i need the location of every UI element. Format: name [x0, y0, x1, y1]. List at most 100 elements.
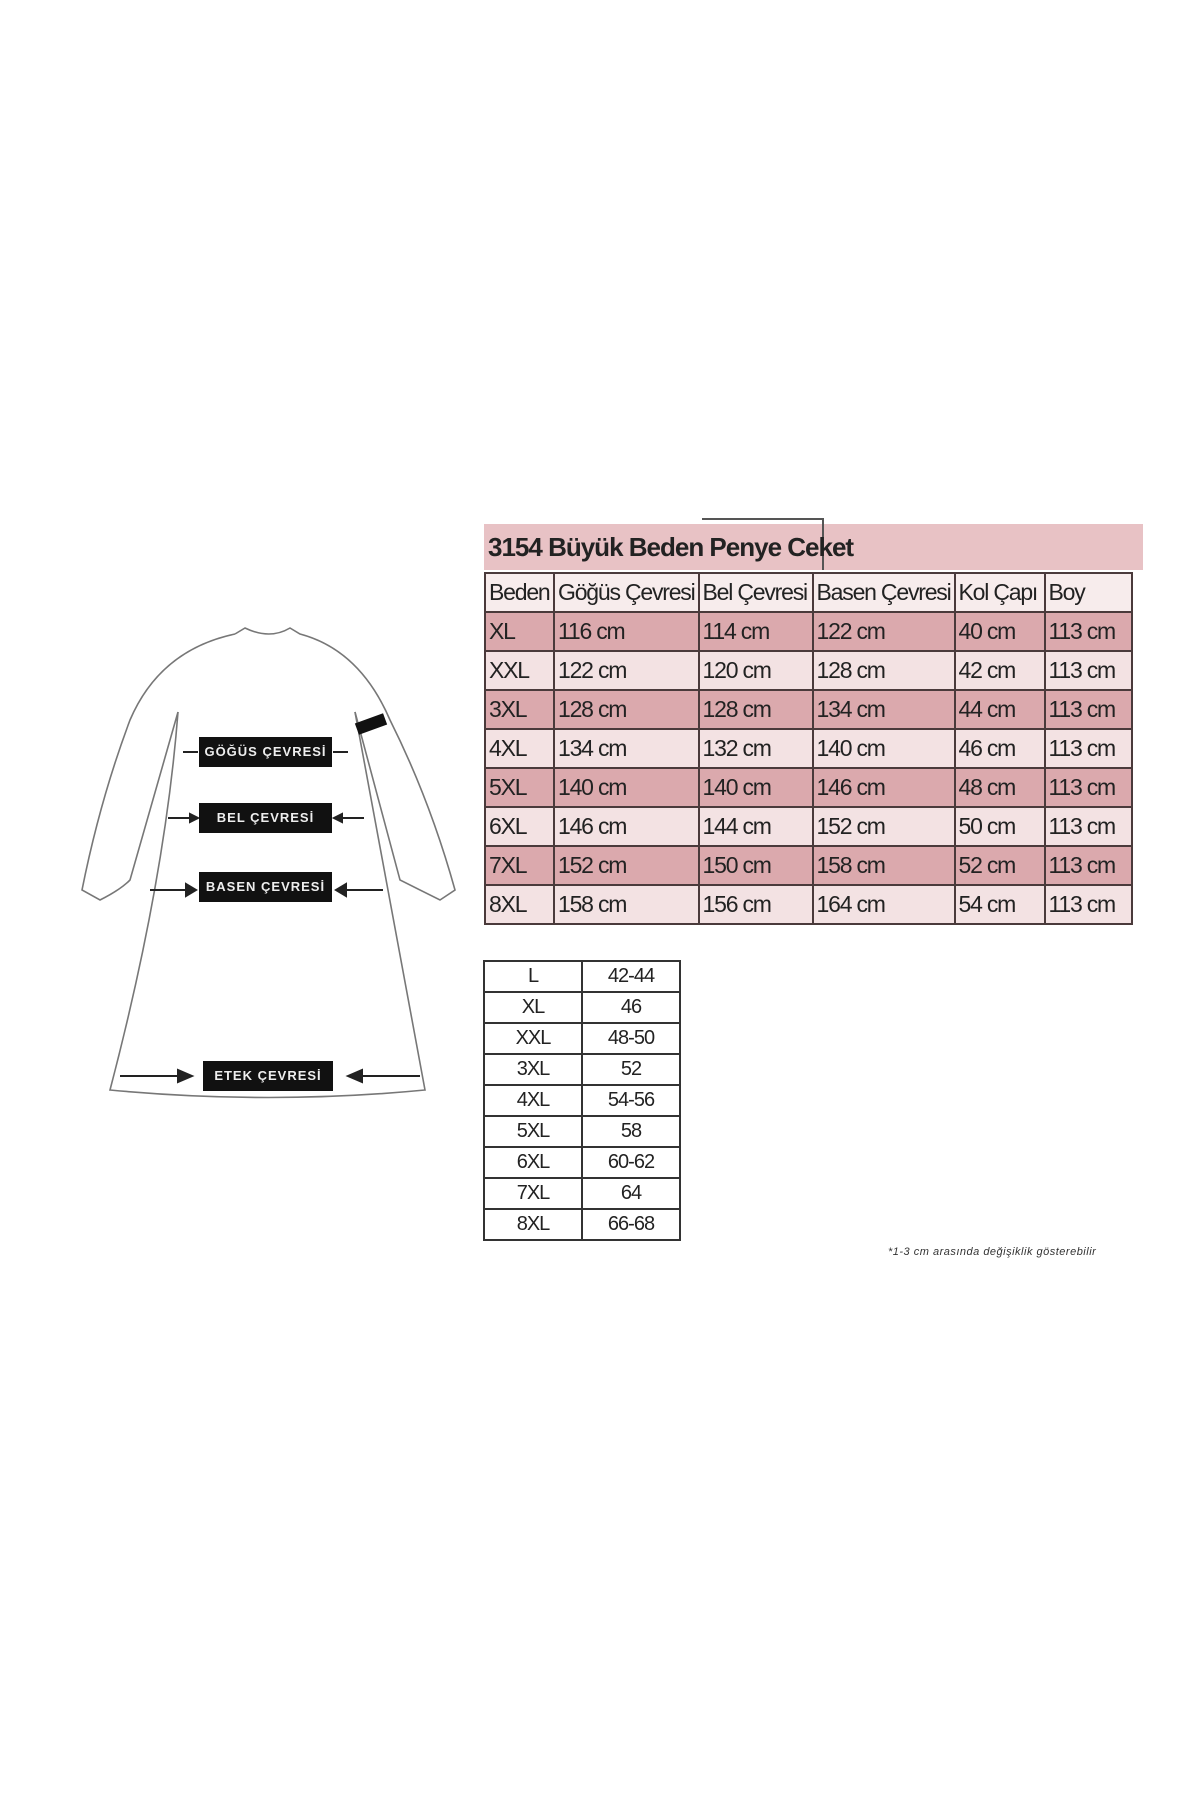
waist-label: BEL ÇEVRESİ: [199, 803, 332, 833]
table-cell: 113 cm: [1043, 884, 1133, 925]
table-row: 5XL 58: [483, 1115, 681, 1148]
table-cell: 64: [581, 1177, 681, 1210]
table-cell: 140 cm: [553, 767, 700, 808]
table-cell: 128 cm: [697, 689, 814, 730]
table-cell: Kol Çapı: [953, 572, 1046, 613]
table-cell: 54-56: [581, 1084, 681, 1117]
table-row: XL 116 cm 114 cm 122 cm 40 cm 113 cm: [484, 611, 1133, 652]
table-cell: 52 cm: [953, 845, 1046, 886]
table-cell: 3XL: [483, 1053, 583, 1086]
table-row: 5XL 140 cm 140 cm 146 cm 48 cm 113 cm: [484, 767, 1133, 808]
hip-label: BASEN ÇEVRESİ: [199, 872, 332, 902]
table-cell: XL: [483, 991, 583, 1024]
table-row: Beden Göğüs Çevresi Bel Çevresi Basen Çevre…: [484, 572, 1133, 613]
table-cell: 116 cm: [553, 611, 700, 652]
table-cell: 113 cm: [1043, 728, 1133, 769]
footnote: *1-3 cm arasında değişiklik gösterebilir: [888, 1246, 1097, 1258]
sleeve-tag-icon: [354, 713, 388, 735]
table-cell: 42 cm: [953, 650, 1046, 691]
table-cell: 114 cm: [697, 611, 814, 652]
table-cell: 158 cm: [553, 884, 700, 925]
table-cell: 134 cm: [811, 689, 956, 730]
size-table: Beden Göğüs Çevresi Bel Çevresi Basen Çevre…: [484, 572, 1133, 925]
table-cell: 40 cm: [953, 611, 1046, 652]
table-cell: 5XL: [484, 767, 555, 808]
table-cell: 164 cm: [811, 884, 956, 925]
table-cell: 140 cm: [811, 728, 956, 769]
table-row: 8XL 66-68: [483, 1208, 681, 1241]
table-cell: 52: [581, 1053, 681, 1086]
table-cell: 152 cm: [811, 806, 956, 847]
table-cell: 46 cm: [953, 728, 1046, 769]
table-row: 6XL 60-62: [483, 1146, 681, 1179]
table-row: L 42-44: [483, 960, 681, 993]
eu-size-table: L 42-44 XL 46 XXL 48-50 3XL 52 4XL 54-56 5XL 58 6XL 6…: [483, 960, 681, 1241]
table-row: 8XL 158 cm 156 cm 164 cm 54 cm 113 cm: [484, 884, 1133, 925]
table-cell: 113 cm: [1043, 806, 1133, 847]
table-row: 7XL 152 cm 150 cm 158 cm 52 cm 113 cm: [484, 845, 1133, 886]
table-cell: 48-50: [581, 1022, 681, 1055]
table-cell: 122 cm: [811, 611, 956, 652]
table-cell: Basen Çevresi: [811, 572, 956, 613]
table-cell: 158 cm: [811, 845, 956, 886]
table-cell: Boy: [1043, 572, 1133, 613]
table-cell: 156 cm: [697, 884, 814, 925]
table-cell: 113 cm: [1043, 845, 1133, 886]
table-cell: 3XL: [484, 689, 555, 730]
chest-label: GÖĞÜS ÇEVRESİ: [199, 737, 332, 767]
table-cell: 48 cm: [953, 767, 1046, 808]
table-cell: 60-62: [581, 1146, 681, 1179]
table-row: 3XL 52: [483, 1053, 681, 1086]
table-cell: 8XL: [483, 1208, 583, 1241]
table-cell: 8XL: [484, 884, 555, 925]
table-cell: 120 cm: [697, 650, 814, 691]
table-cell: 5XL: [483, 1115, 583, 1148]
table-row: 4XL 134 cm 132 cm 140 cm 46 cm 113 cm: [484, 728, 1133, 769]
table-cell: XXL: [484, 650, 555, 691]
garment-diagram: GÖĞÜS ÇEVRESİ BEL ÇEVRESİ BASEN ÇEVRESİ …: [0, 0, 480, 1200]
jacket-outline-icon: [81, 627, 456, 1099]
table-cell: 113 cm: [1043, 611, 1133, 652]
table-cell: 50 cm: [953, 806, 1046, 847]
table-row: 4XL 54-56: [483, 1084, 681, 1117]
table-row: 3XL 128 cm 128 cm 134 cm 44 cm 113 cm: [484, 689, 1133, 730]
table-cell: 58: [581, 1115, 681, 1148]
hem-label: ETEK ÇEVRESİ: [203, 1061, 333, 1091]
table-row: XL 46: [483, 991, 681, 1024]
table-cell: 113 cm: [1043, 767, 1133, 808]
table-cell: XXL: [483, 1022, 583, 1055]
table-cell: 144 cm: [697, 806, 814, 847]
table-cell: 113 cm: [1043, 650, 1133, 691]
table-row: 7XL 64: [483, 1177, 681, 1210]
table-cell: 44 cm: [953, 689, 1046, 730]
table-cell: 132 cm: [697, 728, 814, 769]
table-cell: 128 cm: [553, 689, 700, 730]
table-cell: 150 cm: [697, 845, 814, 886]
size-chart-title: 3154 Büyük Beden Penye Ceket: [488, 532, 854, 562]
table-cell: 4XL: [484, 728, 555, 769]
size-chart-title-bar: 3154 Büyük Beden Penye Ceket: [484, 518, 1143, 570]
table-cell: 128 cm: [811, 650, 956, 691]
table-cell: 46: [581, 991, 681, 1024]
table-cell: 42-44: [581, 960, 681, 993]
table-cell: Bel Çevresi: [697, 572, 814, 613]
table-cell: Göğüs Çevresi: [553, 572, 700, 613]
table-cell: 146 cm: [811, 767, 956, 808]
table-cell: 6XL: [484, 806, 555, 847]
table-cell: 66-68: [581, 1208, 681, 1241]
table-row: XXL 48-50: [483, 1022, 681, 1055]
table-row: 6XL 146 cm 144 cm 152 cm 50 cm 113 cm: [484, 806, 1133, 847]
table-row: XXL 122 cm 120 cm 128 cm 42 cm 113 cm: [484, 650, 1133, 691]
table-cell: XL: [484, 611, 555, 652]
table-cell: 113 cm: [1043, 689, 1133, 730]
table-cell: Beden: [484, 572, 555, 613]
table-cell: 7XL: [483, 1177, 583, 1210]
table-cell: 4XL: [483, 1084, 583, 1117]
table-cell: 134 cm: [553, 728, 700, 769]
table-cell: 146 cm: [553, 806, 700, 847]
table-cell: 6XL: [483, 1146, 583, 1179]
table-cell: L: [483, 960, 583, 993]
table-cell: 140 cm: [697, 767, 814, 808]
table-cell: 152 cm: [553, 845, 700, 886]
table-cell: 122 cm: [553, 650, 700, 691]
